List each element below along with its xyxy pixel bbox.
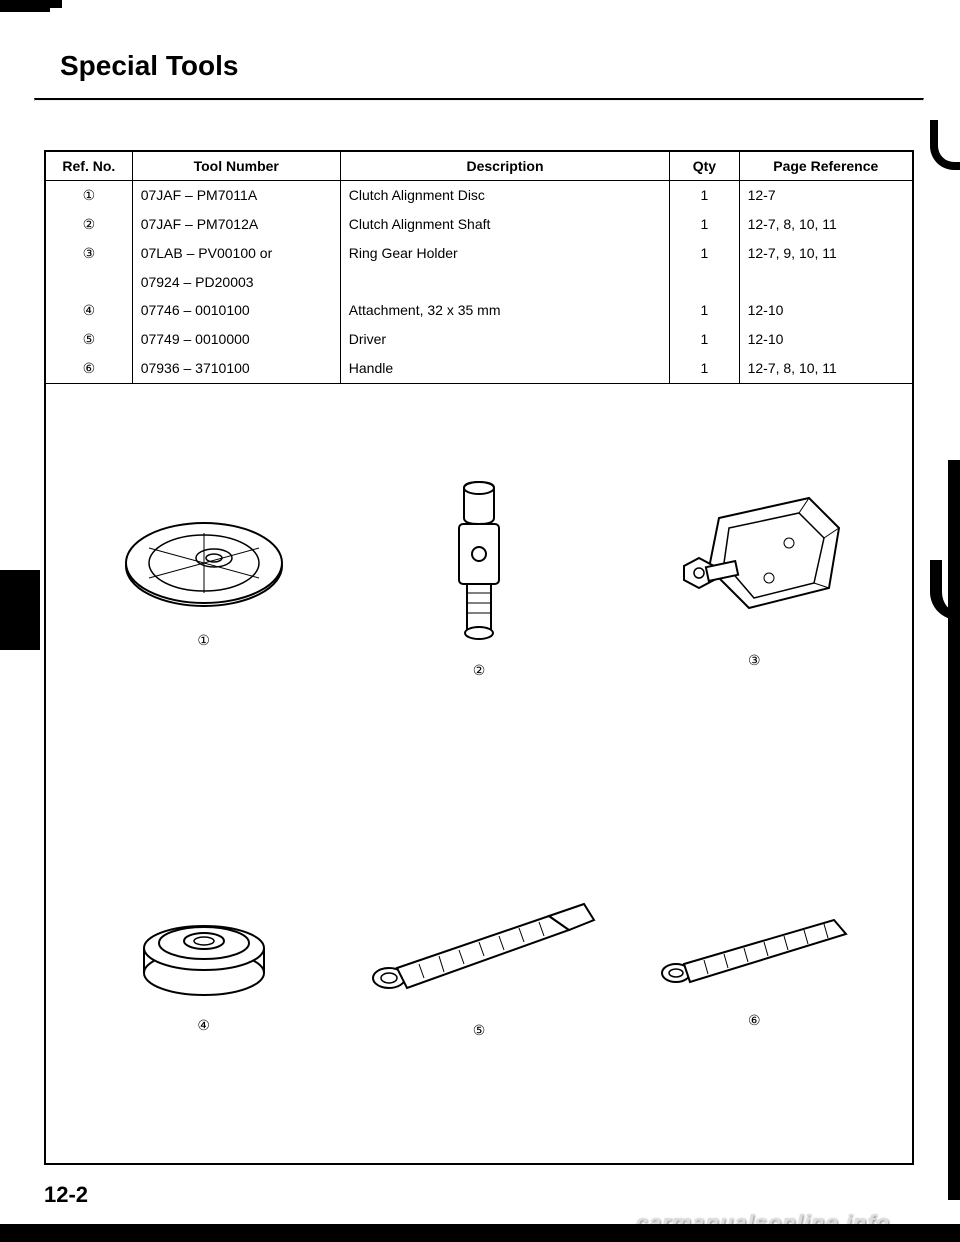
illus-label: ①	[197, 632, 210, 649]
cell-page	[739, 268, 912, 296]
illus-label: ②	[473, 662, 486, 679]
table-row: ④ 07746 – 0010100 Attachment, 32 x 35 mm…	[46, 296, 913, 325]
cell-page: 12-10	[739, 296, 912, 325]
bottom-bar	[0, 1224, 960, 1242]
cell-page: 12-7	[739, 181, 912, 211]
cell-ref	[46, 268, 133, 296]
cell-qty	[670, 268, 739, 296]
cell-tool: 07936 – 3710100	[132, 354, 340, 384]
clutch-alignment-disc-icon	[119, 508, 289, 618]
table-row: ① 07JAF – PM7011A Clutch Alignment Disc …	[46, 181, 913, 211]
table-row: ③ 07LAB – PV00100 or Ring Gear Holder 1 …	[46, 239, 913, 268]
cell-page: 12-7, 9, 10, 11	[739, 239, 912, 268]
table-row: ② 07JAF – PM7012A Clutch Alignment Shaft…	[46, 210, 913, 239]
cell-qty: 1	[670, 296, 739, 325]
special-tools-table: Ref. No. Tool Number Description Qty Pag…	[45, 151, 913, 1164]
illus-clutch-alignment-disc: ①	[66, 508, 341, 649]
cell-desc: Clutch Alignment Disc	[340, 181, 669, 211]
cell-page: 12-7, 8, 10, 11	[739, 354, 912, 384]
cell-desc: Handle	[340, 354, 669, 384]
illustrations-row: ①	[46, 384, 913, 1164]
cell-qty: 1	[670, 181, 739, 211]
illus-label: ④	[197, 1017, 210, 1034]
cell-desc: Clutch Alignment Shaft	[340, 210, 669, 239]
table-row: 07924 – PD20003	[46, 268, 913, 296]
page-title: Special Tools	[60, 50, 238, 82]
cell-tool: 07749 – 0010000	[132, 325, 340, 354]
illustrations-row-1: ①	[46, 384, 912, 774]
cell-desc	[340, 268, 669, 296]
cell-tool: 07746 – 0010100	[132, 296, 340, 325]
cell-qty: 1	[670, 325, 739, 354]
illustrations-row-2: ④	[46, 774, 912, 1164]
left-thumb-tab	[0, 570, 40, 650]
table-row: ⑥ 07936 – 3710100 Handle 1 12-7, 8, 10, …	[46, 354, 913, 384]
content-frame: Ref. No. Tool Number Description Qty Pag…	[44, 150, 914, 1165]
illus-handle: ⑥	[617, 908, 892, 1029]
cell-desc: Attachment, 32 x 35 mm	[340, 296, 669, 325]
cell-qty: 1	[670, 354, 739, 384]
th-qty: Qty	[670, 152, 739, 181]
cell-desc: Ring Gear Holder	[340, 239, 669, 268]
right-edge-mark-top	[930, 120, 960, 170]
cell-ref: ⑤	[46, 325, 133, 354]
table-header-row: Ref. No. Tool Number Description Qty Pag…	[46, 152, 913, 181]
cell-tool: 07LAB – PV00100 or	[132, 239, 340, 268]
cell-ref: ③	[46, 239, 133, 268]
cell-ref: ①	[46, 181, 133, 211]
illus-attachment: ④	[66, 903, 341, 1034]
title-rule	[34, 98, 924, 101]
ring-gear-holder-icon	[659, 488, 849, 638]
cell-tool: 07924 – PD20003	[132, 268, 340, 296]
corner-notch	[0, 0, 50, 12]
cell-ref: ④	[46, 296, 133, 325]
page-number: 12-2	[44, 1182, 88, 1208]
cell-ref: ⑥	[46, 354, 133, 384]
clutch-alignment-shaft-icon	[434, 478, 524, 648]
right-edge-mark-mid	[930, 560, 960, 620]
th-tool: Tool Number	[132, 152, 340, 181]
th-ref: Ref. No.	[46, 152, 133, 181]
illus-ring-gear-holder: ③	[617, 488, 892, 669]
cell-tool: 07JAF – PM7011A	[132, 181, 340, 211]
illus-label: ⑤	[473, 1022, 486, 1039]
illus-driver: ⑤	[341, 898, 616, 1039]
cell-page: 12-10	[739, 325, 912, 354]
cell-qty: 1	[670, 210, 739, 239]
th-desc: Description	[340, 152, 669, 181]
driver-icon	[359, 898, 599, 1008]
th-page: Page Reference	[739, 152, 912, 181]
illustrations-grid: ①	[46, 384, 912, 1163]
table-row: ⑤ 07749 – 0010000 Driver 1 12-10	[46, 325, 913, 354]
cell-tool: 07JAF – PM7012A	[132, 210, 340, 239]
illus-label: ③	[748, 652, 761, 669]
attachment-icon	[134, 903, 274, 1003]
illus-clutch-alignment-shaft: ②	[341, 478, 616, 679]
cell-page: 12-7, 8, 10, 11	[739, 210, 912, 239]
cell-qty: 1	[670, 239, 739, 268]
illus-label: ⑥	[748, 1012, 761, 1029]
handle-icon	[654, 908, 854, 998]
cell-desc: Driver	[340, 325, 669, 354]
cell-ref: ②	[46, 210, 133, 239]
